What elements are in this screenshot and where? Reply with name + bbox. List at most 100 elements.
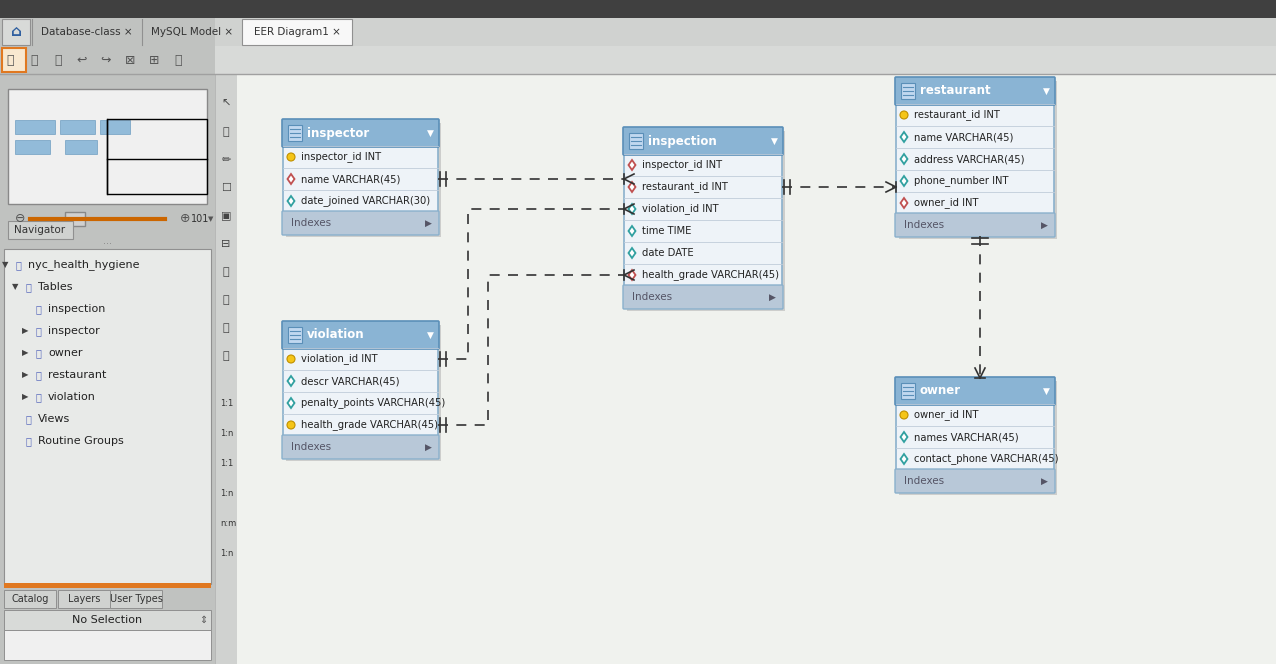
Text: restaurant: restaurant bbox=[48, 370, 106, 380]
Text: 🗂: 🗂 bbox=[6, 54, 14, 66]
Text: 📁: 📁 bbox=[26, 436, 32, 446]
Text: Navigator: Navigator bbox=[14, 225, 65, 235]
Bar bbox=[901, 383, 915, 399]
Text: ▼: ▼ bbox=[11, 282, 18, 291]
Text: ▼: ▼ bbox=[1042, 86, 1049, 96]
Text: n:m: n:m bbox=[219, 519, 236, 529]
Bar bbox=[4, 583, 211, 588]
Text: ↩: ↩ bbox=[77, 54, 87, 66]
Circle shape bbox=[900, 411, 909, 419]
Text: name VARCHAR(45): name VARCHAR(45) bbox=[301, 174, 401, 184]
Bar bbox=[896, 378, 1054, 492]
FancyBboxPatch shape bbox=[282, 119, 439, 147]
Text: ▣: ▣ bbox=[221, 211, 231, 221]
Text: ▶: ▶ bbox=[22, 327, 28, 335]
Bar bbox=[15, 140, 50, 154]
Polygon shape bbox=[629, 204, 635, 214]
Circle shape bbox=[287, 153, 295, 161]
Text: ▶: ▶ bbox=[425, 442, 431, 452]
Text: ▼: ▼ bbox=[1042, 386, 1049, 396]
Bar bbox=[286, 123, 441, 237]
Polygon shape bbox=[901, 176, 907, 186]
Text: violation: violation bbox=[48, 392, 96, 402]
Text: Indexes: Indexes bbox=[291, 218, 332, 228]
Text: ▶: ▶ bbox=[768, 293, 776, 301]
Text: Database-class ×: Database-class × bbox=[41, 27, 133, 37]
Bar bbox=[237, 74, 1276, 664]
Polygon shape bbox=[629, 226, 635, 236]
Bar bbox=[900, 381, 1057, 495]
Text: 📁: 📁 bbox=[26, 282, 32, 292]
Bar bbox=[288, 327, 302, 343]
Text: EER Diagram1 ×: EER Diagram1 × bbox=[254, 27, 341, 37]
Bar bbox=[896, 78, 1054, 236]
Text: User Types: User Types bbox=[110, 594, 162, 604]
Text: 🗃: 🗃 bbox=[36, 304, 42, 314]
Text: Tables: Tables bbox=[38, 282, 73, 292]
Text: ▶: ▶ bbox=[1040, 220, 1048, 230]
Bar bbox=[15, 120, 55, 134]
FancyBboxPatch shape bbox=[894, 469, 1055, 493]
Polygon shape bbox=[287, 398, 295, 408]
Text: restaurant_id INT: restaurant_id INT bbox=[642, 181, 727, 193]
Text: 🗃: 🗃 bbox=[36, 326, 42, 336]
Bar bbox=[60, 120, 94, 134]
Text: Layers: Layers bbox=[68, 594, 101, 604]
Text: violation_id INT: violation_id INT bbox=[301, 353, 378, 365]
Text: No Selection: No Selection bbox=[71, 615, 142, 625]
Text: inspection: inspection bbox=[648, 135, 717, 147]
Text: inspector: inspector bbox=[308, 127, 369, 139]
Text: Indexes: Indexes bbox=[903, 220, 944, 230]
Text: inspector_id INT: inspector_id INT bbox=[301, 151, 382, 163]
Polygon shape bbox=[629, 182, 635, 192]
Bar bbox=[0, 0, 1276, 18]
Text: Indexes: Indexes bbox=[291, 442, 332, 452]
Text: 🗃: 🗃 bbox=[36, 392, 42, 402]
FancyBboxPatch shape bbox=[894, 377, 1055, 405]
Bar bbox=[8, 221, 73, 239]
Polygon shape bbox=[901, 154, 907, 164]
Text: Catalog: Catalog bbox=[11, 594, 48, 604]
Bar bbox=[242, 19, 352, 45]
Text: time TIME: time TIME bbox=[642, 226, 692, 236]
Text: 📂: 📂 bbox=[31, 54, 38, 66]
Text: 1:n: 1:n bbox=[219, 489, 234, 499]
Text: ⊖: ⊖ bbox=[15, 212, 26, 226]
Polygon shape bbox=[901, 454, 907, 464]
Polygon shape bbox=[629, 270, 635, 280]
Text: 1:n: 1:n bbox=[219, 430, 234, 438]
Bar bbox=[3, 48, 26, 72]
Text: 🔢: 🔢 bbox=[223, 323, 230, 333]
Polygon shape bbox=[287, 376, 295, 386]
Polygon shape bbox=[287, 196, 295, 206]
Polygon shape bbox=[629, 248, 635, 258]
Text: 1:1: 1:1 bbox=[219, 400, 234, 408]
Bar bbox=[286, 325, 441, 461]
Bar bbox=[8, 89, 207, 204]
Bar bbox=[0, 18, 214, 664]
Text: name VARCHAR(45): name VARCHAR(45) bbox=[914, 132, 1013, 142]
Text: contact_phone VARCHAR(45): contact_phone VARCHAR(45) bbox=[914, 454, 1059, 464]
Text: ⊕: ⊕ bbox=[180, 212, 190, 226]
Text: restaurant: restaurant bbox=[920, 84, 990, 98]
Bar bbox=[100, 120, 130, 134]
Text: ✋: ✋ bbox=[223, 127, 230, 137]
Text: ▶: ▶ bbox=[1040, 477, 1048, 485]
Text: ▼: ▼ bbox=[771, 137, 777, 145]
Bar bbox=[107, 119, 207, 194]
Text: ⌂: ⌂ bbox=[10, 25, 22, 39]
Text: MySQL Model ×: MySQL Model × bbox=[151, 27, 234, 37]
Bar bbox=[57, 590, 110, 608]
Text: date_joined VARCHAR(30): date_joined VARCHAR(30) bbox=[301, 195, 430, 207]
Text: owner: owner bbox=[920, 384, 961, 398]
FancyBboxPatch shape bbox=[282, 321, 439, 349]
Bar bbox=[4, 630, 211, 660]
Text: ⇕: ⇕ bbox=[199, 615, 207, 625]
Text: Indexes: Indexes bbox=[632, 292, 672, 302]
FancyBboxPatch shape bbox=[282, 435, 439, 459]
Circle shape bbox=[287, 355, 295, 363]
Polygon shape bbox=[629, 160, 635, 170]
FancyBboxPatch shape bbox=[282, 211, 439, 235]
Text: 🗄: 🗄 bbox=[17, 260, 22, 270]
Bar bbox=[3, 19, 31, 45]
